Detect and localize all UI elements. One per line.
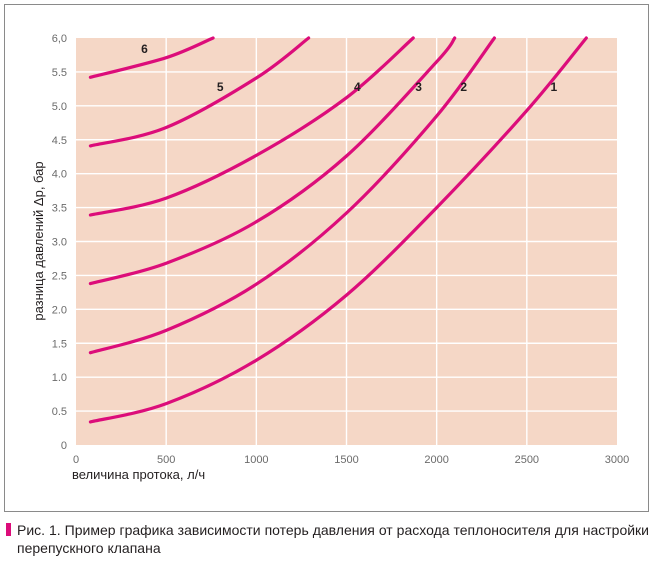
y-tick-label: 6,0: [52, 33, 67, 45]
y-tick-labels: 0 0.5 1.0 1.5 2.0 2.5 3.0 3.5 4.0 4.5 5.0 5.5 6,0: [52, 33, 67, 452]
y-tick-label: 0: [61, 440, 67, 452]
x-tick-label: 0: [73, 454, 79, 466]
curve-label-6: 6: [141, 42, 148, 56]
caption-text: Рис. 1. Пример графика зависимости потер…: [17, 522, 649, 556]
y-tick-label: 2.0: [52, 304, 67, 316]
x-tick-label: 3000: [605, 454, 629, 466]
gridlines: [76, 38, 617, 445]
caption-marker: [6, 523, 11, 536]
y-tick-label: 1.0: [52, 372, 67, 384]
curve-label-2: 2: [460, 80, 467, 94]
y-tick-label: 4.0: [52, 169, 67, 181]
curve-label-1: 1: [551, 80, 558, 94]
curve-label-4: 4: [354, 80, 361, 94]
curve-4: [88, 36, 415, 217]
curve-2: [88, 36, 496, 355]
curve-labels: 1 2 3 4 5 6: [141, 42, 557, 94]
x-tick-label: 1000: [244, 454, 268, 466]
figure-caption: Рис. 1. Пример графика зависимости потер…: [6, 521, 649, 557]
x-tick-label: 1500: [334, 454, 358, 466]
curve-3: [88, 36, 457, 286]
x-tick-label: 2500: [515, 454, 539, 466]
y-tick-label: 1.5: [52, 338, 67, 350]
x-tick-labels: 0 500 1000 1500 2000 2500 3000: [73, 454, 629, 466]
y-tick-label: 3.5: [52, 203, 67, 215]
x-axis-title: величина протока, л/ч: [72, 467, 205, 482]
curve-label-3: 3: [415, 80, 422, 94]
y-tick-label: 5.0: [52, 101, 67, 113]
curve-5: [88, 36, 311, 148]
x-tick-label: 500: [157, 454, 175, 466]
x-tick-label: 2000: [424, 454, 448, 466]
y-tick-label: 2.5: [52, 270, 67, 282]
y-tick-label: 3.0: [52, 237, 67, 249]
chart: 0 500 1000 1500 2000 2500 3000 0 0.5 1.0 1.5 2.0 2.…: [31, 33, 629, 482]
y-tick-label: 0.5: [52, 406, 67, 418]
curve-1: [88, 36, 588, 424]
y-axis-title: разница давлений Δp, бар: [31, 161, 46, 320]
y-tick-label: 4.5: [52, 135, 67, 147]
curves: [88, 36, 588, 424]
y-tick-label: 5.5: [52, 67, 67, 79]
curve-label-5: 5: [217, 80, 224, 94]
curve-6: [88, 36, 215, 79]
